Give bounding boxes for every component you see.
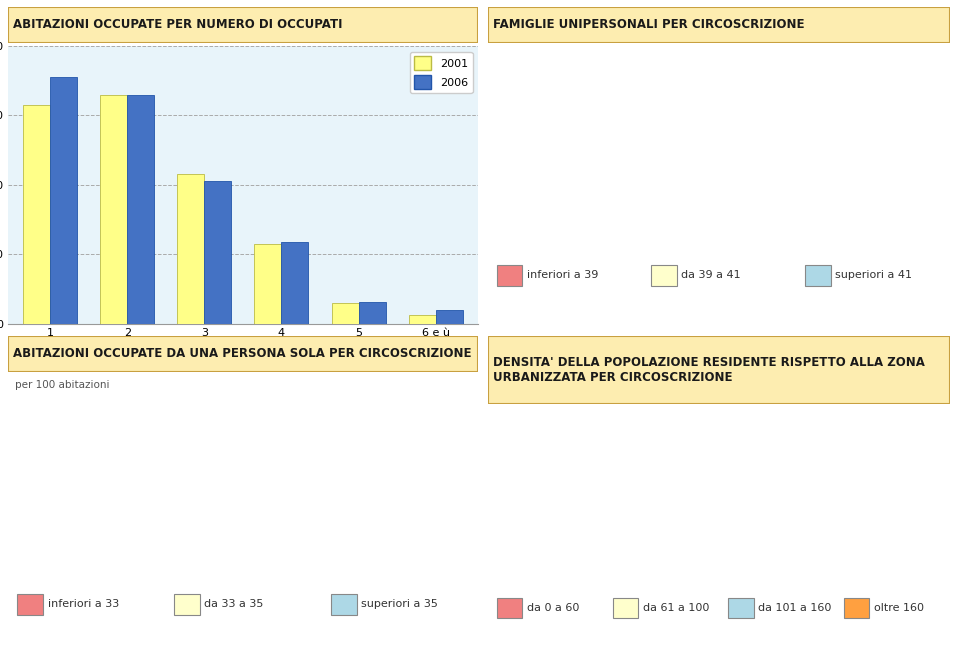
Bar (805, 265, 830, 286)
Text: ABITAZIONI OCCUPATE DA UNA PERSONA SOLA PER CIRCOSCRIZIONE: ABITAZIONI OCCUPATE DA UNA PERSONA SOLA … (13, 347, 471, 360)
Bar (358, 301, 386, 324)
Bar (612, 597, 638, 619)
Bar (436, 310, 463, 324)
Text: FAMIGLIE UNIPERSONALI PER CIRCOSCRIZIONE: FAMIGLIE UNIPERSONALI PER CIRCOSCRIZIONE (493, 18, 804, 31)
Bar (174, 594, 200, 615)
Bar (729, 597, 754, 619)
Text: da 39 a 41: da 39 a 41 (682, 270, 741, 280)
Bar (17, 594, 43, 615)
Bar (204, 182, 231, 324)
Bar (497, 597, 522, 619)
Text: da 101 a 160: da 101 a 160 (758, 603, 831, 613)
Bar (330, 594, 356, 615)
Bar (23, 105, 50, 324)
Text: superiori a 41: superiori a 41 (835, 270, 913, 280)
Text: inferiori a 39: inferiori a 39 (527, 270, 598, 280)
Bar (331, 303, 358, 324)
Text: da 33 a 35: da 33 a 35 (204, 599, 264, 609)
Text: superiori a 35: superiori a 35 (361, 599, 438, 609)
Text: oltre 160: oltre 160 (874, 603, 924, 613)
Text: inferiori a 33: inferiori a 33 (48, 599, 119, 609)
Bar (497, 265, 522, 286)
Text: da 61 a 100: da 61 a 100 (642, 603, 709, 613)
Text: da 0 a 60: da 0 a 60 (527, 603, 580, 613)
Text: per 100 abitazioni: per 100 abitazioni (14, 380, 109, 390)
Bar (50, 77, 77, 324)
Text: DENSITA' DELLA POPOLAZIONE RESIDENTE RISPETTO ALLA ZONA
URBANIZZATA PER CIRCOSCR: DENSITA' DELLA POPOLAZIONE RESIDENTE RIS… (493, 356, 925, 384)
Bar (100, 95, 128, 324)
Bar (409, 315, 436, 324)
Bar (128, 95, 155, 324)
Text: ABITAZIONI OCCUPATE PER NUMERO DI OCCUPATI: ABITAZIONI OCCUPATE PER NUMERO DI OCCUPA… (13, 18, 343, 31)
Bar (281, 242, 308, 324)
Legend: 2001, 2006: 2001, 2006 (410, 51, 472, 93)
Bar (651, 265, 677, 286)
Bar (844, 597, 870, 619)
Bar (254, 244, 281, 324)
Bar (178, 174, 204, 324)
